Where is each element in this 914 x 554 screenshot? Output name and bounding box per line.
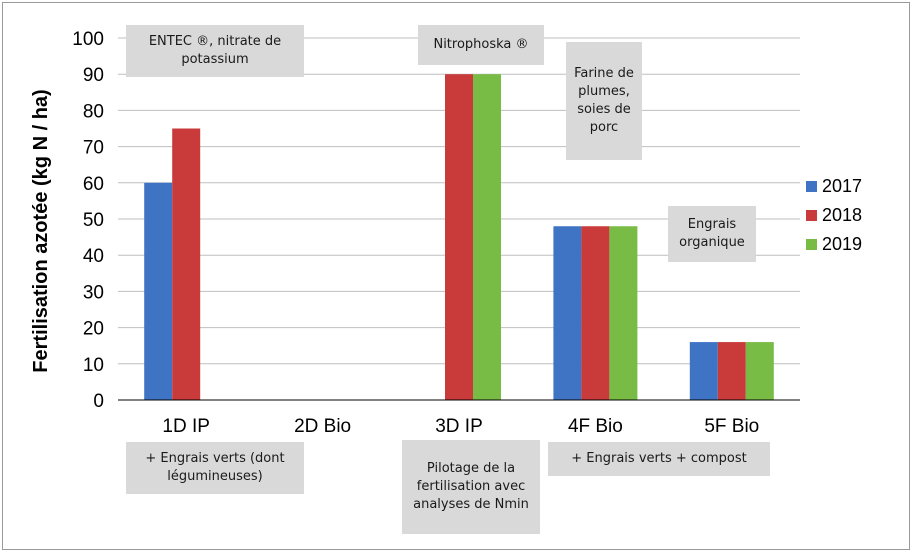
bar-2017-4F-Bio (553, 226, 582, 400)
legend-item-2017: 2017 (806, 172, 862, 201)
x-tick-label: 2D Bio (294, 416, 351, 437)
bar-2018-3D-IP (445, 74, 473, 400)
legend-label-2018: 2018 (822, 205, 863, 225)
y-tick-label: 50 (83, 210, 104, 231)
bar-2018-4F-Bio (581, 226, 610, 400)
legend-item-2019: 2019 (806, 230, 862, 259)
annotation-engrais-verts-compost: + Engrais verts + compost (548, 442, 770, 476)
annotation-engrais-verts-legumineuses: + Engrais verts (dont légumineuses) (126, 442, 304, 494)
y-tick-label: 90 (83, 65, 104, 86)
bar-2019-4F-Bio (609, 226, 638, 400)
bar-2018-1D-IP (172, 128, 201, 400)
annotation-nitrophoska: Nitrophoska ® (418, 25, 544, 65)
annotation-pilotage: Pilotage de la fertilisation avec analys… (402, 440, 540, 534)
bar-2018-5F-Bio (717, 342, 746, 400)
y-tick-label: 70 (83, 138, 104, 159)
annotation-entec: ENTEC ®, nitrate de potassium (126, 25, 304, 77)
legend-swatch-2019 (806, 239, 817, 250)
y-tick-label: 40 (83, 246, 104, 267)
bar-2017-5F-Bio (689, 342, 718, 400)
y-axis-label: Fertilisation azotée (kg N / ha) (30, 89, 52, 372)
legend-swatch-2018 (806, 210, 817, 221)
x-tick-labels: 1D IP 2D Bio 3D IP 4F Bio 5F Bio (162, 416, 759, 437)
legend-label-2019: 2019 (822, 234, 863, 254)
y-tick-label: 0 (93, 391, 104, 412)
x-tick-label: 1D IP (162, 416, 210, 437)
y-tick-label: 60 (83, 174, 104, 195)
legend-swatch-2017 (806, 181, 817, 192)
y-tick-label: 10 (83, 355, 104, 376)
x-tick-label: 3D IP (435, 416, 483, 437)
bar-2019-5F-Bio (745, 342, 774, 400)
x-tick-label: 5F Bio (704, 416, 759, 437)
annotation-farine: Farine de plumes, soies de porc (566, 42, 642, 160)
y-tick-labels: 0 10 20 30 40 50 60 70 80 90 100 (72, 29, 104, 412)
y-tick-label: 30 (83, 282, 104, 303)
y-tick-label: 100 (72, 29, 104, 50)
bar-2017-1D-IP (144, 182, 173, 400)
annotation-engrais-organique: Engrais organique (668, 206, 756, 262)
legend-label-2017: 2017 (822, 176, 863, 196)
x-tick-label: 4F Bio (568, 416, 623, 437)
bars (144, 74, 774, 400)
y-tick-label: 20 (83, 319, 104, 340)
bar-2019-3D-IP (473, 74, 501, 400)
legend: 2017 2018 2019 (806, 172, 862, 259)
legend-item-2018: 2018 (806, 201, 862, 230)
y-tick-label: 80 (83, 101, 104, 122)
